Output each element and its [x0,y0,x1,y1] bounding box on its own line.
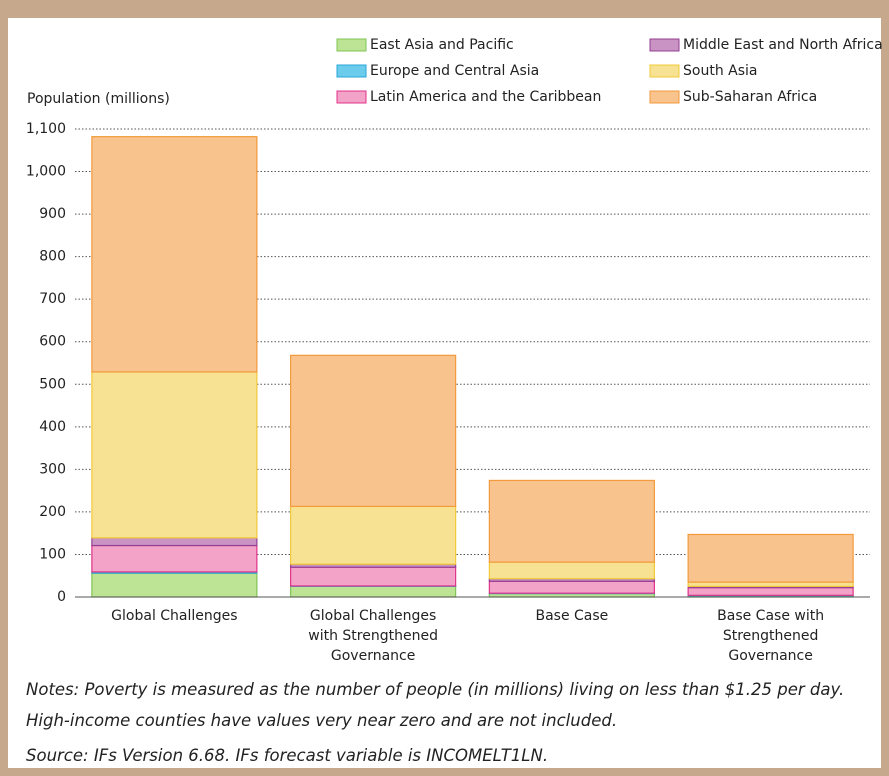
bar-segment [91,371,258,539]
bar-segment [290,585,457,598]
legend-swatch [336,64,367,78]
y-tick-label: 500 [39,376,66,392]
y-tick-label: 400 [39,419,66,435]
legend-swatch [336,38,367,52]
y-tick-label: 700 [39,291,66,307]
x-tick-label: Global Challenges with Strengthened Gove… [308,608,438,664]
bar-segment [488,561,655,580]
bar-segment [290,505,457,565]
y-tick-label: 1,100 [26,121,66,137]
y-tick-label: 200 [39,504,66,520]
legend-label: South Asia [683,63,757,79]
legend-swatch [336,90,367,104]
bar-segment [687,533,854,583]
y-tick-label: 600 [39,334,66,350]
legend-swatch [649,90,680,104]
y-tick-label: 1,000 [26,164,66,180]
legend-label: Sub-Saharan Africa [683,89,817,105]
legend-swatch [649,64,680,78]
x-tick-label: Global Challenges [111,608,238,624]
legend-label: Middle East and North Africa [683,37,883,53]
legend-label: Latin America and the Caribbean [370,89,601,105]
bar-segment [290,354,457,507]
x-tick-label: Base Case with Strengthened Governance [717,608,825,664]
y-tick-label: 800 [39,249,66,265]
bar-segment [91,544,258,573]
legend-label: East Asia and Pacific [370,37,514,53]
bar-segment [687,587,854,596]
y-tick-label: 900 [39,206,66,222]
bar-segment [91,572,258,598]
legend-swatch [649,38,680,52]
y-tick-label: 300 [39,461,66,477]
source: Source: IFs Version 6.68. IFs forecast v… [26,746,549,765]
bar-segment [488,479,655,563]
y-axis-label: Population (millions) [27,91,170,107]
notes: Notes: Poverty is measured as the number… [26,680,845,730]
x-tick-label: Base Case [535,608,609,624]
legend-label: Europe and Central Asia [370,63,539,79]
bar-segment [290,566,457,587]
bar-segment [488,580,655,594]
y-tick-label: 100 [39,546,66,562]
bar-segment [91,136,258,373]
bar-segment [91,537,258,547]
bar-segment [687,581,854,587]
y-tick-label: 0 [57,589,66,605]
